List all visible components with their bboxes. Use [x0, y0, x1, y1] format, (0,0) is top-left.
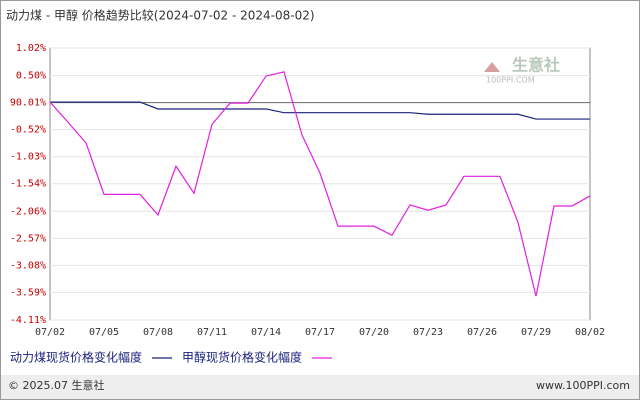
x-tick-label: 07/29 [521, 327, 551, 338]
x-tick-label: 07/20 [359, 327, 389, 338]
legend-label: 甲醇现货价格变化幅度 [182, 350, 302, 365]
y-tick-label: -2.06% [10, 206, 46, 217]
y-tick-label: -4.11% [10, 315, 46, 326]
y-tick-label: -0.52% [10, 125, 46, 136]
y-tick-label: 1.02% [16, 43, 46, 54]
y-tick-label: -3.59% [10, 287, 46, 298]
watermark-sub: 100PPI.COM [486, 76, 535, 85]
footer-bar [1, 375, 639, 399]
y-tick-label: 90.01% [10, 98, 46, 109]
x-tick-label: 07/23 [413, 327, 443, 338]
watermark: 生意社 100PPI.COM [484, 56, 560, 85]
x-tick-label: 07/17 [305, 327, 335, 338]
footer-left: © 2025.07 生意社 [8, 378, 104, 392]
x-tick-label: 07/02 [35, 327, 65, 338]
x-tick-label: 07/05 [89, 327, 119, 338]
y-tick-label: -1.03% [10, 152, 46, 163]
watermark-text: 生意社 [512, 56, 560, 75]
chart-title: 动力煤 - 甲醇 价格趋势比较(2024-07-02 - 2024-08-02) [6, 8, 315, 23]
watermark-icon [484, 62, 500, 72]
y-tick-label: -1.54% [10, 179, 46, 190]
x-tick-label: 07/11 [197, 327, 227, 338]
x-tick-label: 08/02 [575, 327, 605, 338]
footer-right: www.100PPI.com [536, 379, 630, 392]
x-tick-label: 07/14 [251, 327, 281, 338]
x-tick-label: 07/08 [143, 327, 173, 338]
series-line [50, 101, 590, 120]
y-tick-label: -2.57% [10, 233, 46, 244]
x-tick-label: 07/26 [467, 327, 497, 338]
series-line [49, 71, 591, 297]
y-tick-label: -3.08% [10, 260, 46, 271]
y-tick-label: 0.50% [16, 71, 46, 82]
legend-label: 动力煤现货价格变化幅度 [10, 350, 142, 365]
